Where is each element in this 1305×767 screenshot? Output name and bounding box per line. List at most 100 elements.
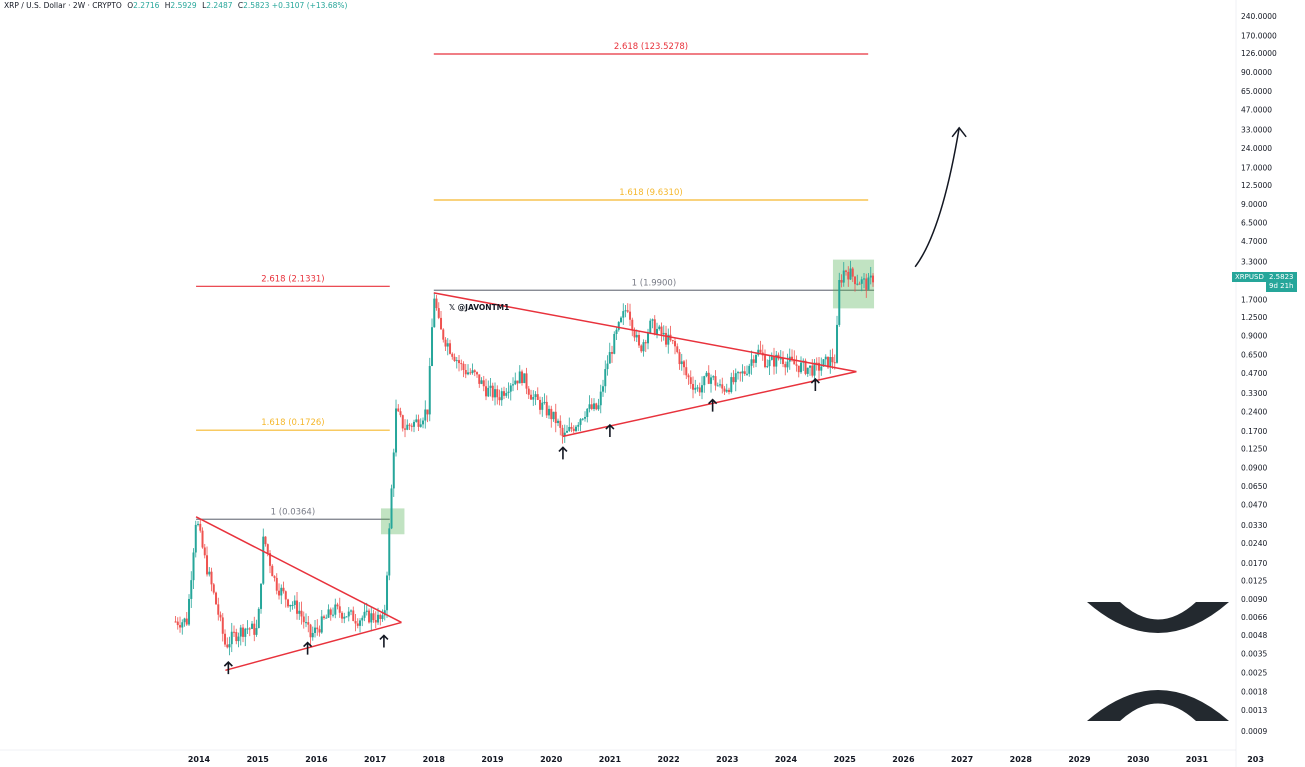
candle-body (446, 343, 449, 347)
candle-body (356, 623, 359, 626)
symbol-price-tag: XRPUSD (1232, 272, 1267, 282)
price-tick-label: 0.1250 (1241, 445, 1267, 454)
time-tick-label: 2022 (657, 755, 679, 764)
candle-body (773, 356, 776, 367)
candle-body (224, 633, 227, 645)
price-tick-label: 0.9000 (1241, 332, 1267, 341)
change-value: +0.3107 (+13.68%) (271, 1, 348, 10)
candle-body (829, 357, 832, 368)
projection-curve (914, 127, 960, 268)
candle-body (408, 424, 411, 426)
time-tick-label: 2025 (834, 755, 857, 764)
symbol-title[interactable]: XRP / U.S. Dollar · 2W · CRYPTO (4, 1, 122, 10)
candle-body (507, 391, 510, 394)
candle-body (752, 359, 755, 363)
candle-body (194, 524, 197, 553)
candle-body (797, 365, 800, 373)
candle-body (255, 628, 258, 635)
candle-body (849, 268, 852, 280)
candle-body (822, 359, 825, 367)
candle-body (559, 420, 562, 428)
candle-body (453, 356, 456, 361)
candle-body (579, 419, 582, 425)
candle-body (842, 270, 845, 283)
candle-body (572, 428, 575, 432)
candle-body (649, 320, 652, 333)
candle-body (332, 614, 335, 616)
candle-body (608, 352, 611, 364)
candle-body (768, 359, 771, 367)
projection-arrow (914, 126, 967, 268)
candle-body (723, 388, 726, 392)
candle-body (525, 373, 528, 389)
arrow-up-icon (379, 634, 389, 648)
price-tick-label: 33.0000 (1241, 126, 1272, 135)
candle-body (239, 627, 242, 637)
candle-body (692, 383, 695, 390)
candle-body (278, 590, 281, 596)
candle-body (793, 359, 796, 365)
candle-body (872, 275, 875, 283)
candle-body (426, 409, 429, 415)
price-axis: 240.0000 170.0000 126.0000 90.0000 65.0000 47… (1235, 0, 1277, 767)
trendline (225, 621, 402, 672)
candle-body (689, 377, 692, 384)
candle-body (449, 343, 452, 354)
candle-body (395, 408, 398, 453)
candle-body (703, 376, 706, 386)
low-label: L (202, 1, 207, 10)
candle-body (626, 310, 629, 312)
candle-body (237, 636, 240, 642)
candle-body (860, 279, 863, 284)
candle-body (482, 380, 485, 387)
candle-body (644, 342, 647, 344)
highlight-box (380, 508, 405, 535)
candle-body (631, 319, 634, 331)
high-value: 2.5929 (170, 1, 197, 10)
candle-body (786, 361, 789, 368)
candle-body (869, 275, 872, 278)
candle-body (847, 271, 850, 280)
price-tick-label: 0.0240 (1241, 539, 1267, 548)
arrow-up-icon (605, 423, 615, 438)
candle-body (323, 616, 326, 619)
candle-body (185, 618, 188, 625)
candle-body (181, 622, 184, 628)
candle-body (705, 372, 708, 377)
candle-body (269, 553, 272, 566)
candle-body (462, 363, 465, 371)
candle-body (336, 604, 339, 607)
candle-body (260, 583, 263, 609)
candle-body (734, 373, 737, 383)
candle-body (624, 310, 627, 312)
candle-body (485, 386, 488, 397)
price-tick-label: 0.0125 (1241, 576, 1267, 585)
time-tick-label: 203 (1247, 755, 1264, 764)
candle-body (536, 394, 539, 400)
candle-body (725, 389, 728, 392)
candle-body (235, 632, 238, 642)
price-tick-label: 1.2500 (1241, 313, 1267, 322)
time-tick-label: 2014 (188, 755, 211, 764)
last-price-tag: 2.5823 9d 21h (1266, 272, 1297, 292)
candle-body (282, 587, 285, 592)
candle-body (298, 610, 301, 614)
arrow-up-icon (810, 377, 820, 392)
candle-body (264, 536, 267, 545)
candle-body (343, 616, 346, 619)
level-label: 1 (1.9900) (632, 278, 676, 288)
price-tick-label: 9.0000 (1241, 200, 1267, 209)
level-label: 2.618 (123.5278) (614, 42, 688, 52)
candle-body (419, 424, 422, 427)
price-tick-label: 0.0900 (1241, 463, 1267, 472)
candle-body (640, 345, 643, 352)
price-tick-label: 0.0650 (1241, 482, 1267, 491)
time-tick-label: 2026 (892, 755, 915, 764)
candle-body (845, 270, 848, 272)
candle-body (867, 277, 870, 290)
candle-body (570, 426, 573, 429)
candle-body (746, 373, 749, 375)
projection-arrowhead-icon (951, 126, 967, 138)
time-tick-label: 2020 (540, 755, 563, 764)
